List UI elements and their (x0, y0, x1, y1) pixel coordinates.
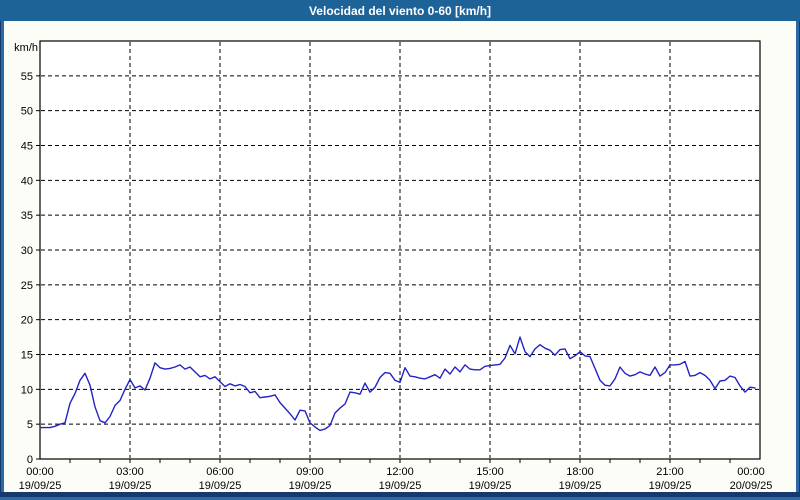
x-tick-time-label: 15:00 (476, 466, 504, 478)
x-tick-time-label: 09:00 (296, 466, 324, 478)
x-tick-date-label: 19/09/25 (379, 480, 422, 492)
x-tick-time-label: 00:00 (26, 466, 54, 478)
x-tick-date-label: 19/09/25 (469, 480, 512, 492)
x-tick-time-label: 06:00 (206, 466, 234, 478)
frame-border-bottom (0, 492, 800, 500)
title-bar: Velocidad del viento 0-60 [km/h] (0, 0, 800, 21)
x-tick-time-label: 12:00 (386, 466, 414, 478)
y-tick-label: 10 (21, 384, 33, 396)
x-tick-time-label: 03:00 (116, 466, 144, 478)
x-tick-date-label: 19/09/25 (19, 480, 62, 492)
frame-border-left (0, 21, 4, 492)
x-tick-date-label: 19/09/25 (649, 480, 692, 492)
frame-border-right (796, 21, 800, 492)
y-tick-label: 55 (21, 71, 33, 83)
window-title: Velocidad del viento 0-60 [km/h] (309, 4, 491, 18)
x-tick-date-label: 20/09/25 (730, 480, 773, 492)
y-axis-unit-label: km/h (14, 42, 38, 54)
y-tick-label: 45 (21, 141, 33, 153)
x-tick-date-label: 19/09/25 (199, 480, 242, 492)
y-tick-label: 40 (21, 175, 33, 187)
y-tick-label: 30 (21, 245, 33, 257)
x-tick-date-label: 19/09/25 (109, 480, 152, 492)
y-tick-label: 20 (21, 315, 33, 327)
y-tick-label: 25 (21, 280, 33, 292)
y-tick-label: 5 (27, 419, 33, 431)
y-tick-label: 50 (21, 106, 33, 118)
x-tick-date-label: 19/09/25 (289, 480, 332, 492)
x-tick-time-label: 21:00 (656, 466, 684, 478)
x-tick-time-label: 18:00 (566, 466, 594, 478)
wind-speed-chart: 0 5 10 15 20 25 30 35 40 45 50 55 km/h 00:00 19/09/25 0… (0, 0, 800, 500)
x-tick-time-label: 00:00 (737, 466, 765, 478)
chart-window: 0 5 10 15 20 25 30 35 40 45 50 55 km/h 00:00 19/09/25 0… (0, 0, 800, 500)
y-tick-label: 0 (27, 454, 33, 466)
x-tick-date-label: 19/09/25 (559, 480, 602, 492)
y-tick-label: 35 (21, 210, 33, 222)
y-tick-label: 15 (21, 350, 33, 362)
